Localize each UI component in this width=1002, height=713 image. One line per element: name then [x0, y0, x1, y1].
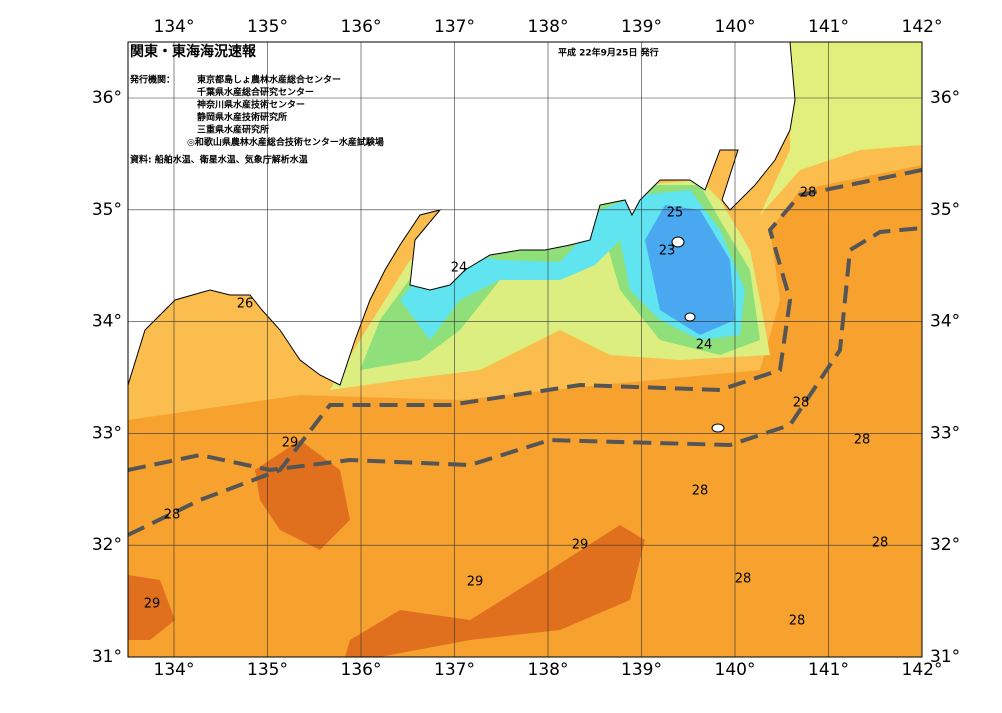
- lon-label: 142°: [902, 17, 943, 37]
- lat-label: 35°: [92, 200, 122, 220]
- hot-zone: [255, 440, 350, 550]
- contour-label: 24: [696, 338, 713, 353]
- contour-label: 24: [451, 261, 468, 276]
- source-note: 資料: 船舶水温、衛星水温、気象庁解析水温: [130, 154, 308, 166]
- cold-core: [645, 205, 735, 335]
- issue-date: 平成 22年9月25日 発行: [558, 47, 659, 59]
- graticule: [128, 42, 922, 657]
- island: [671, 236, 685, 248]
- title: 関東・東海海況速報: [130, 43, 257, 60]
- lon-label: 142°: [902, 660, 943, 680]
- contour-label: 28: [793, 396, 810, 411]
- lat-label: 33°: [930, 423, 960, 443]
- hot-zone: [128, 575, 175, 640]
- lat-label: 36°: [92, 88, 122, 108]
- contour-label: 25: [667, 206, 684, 221]
- lon-label: 135°: [247, 660, 288, 680]
- lon-label: 141°: [808, 660, 849, 680]
- island: [684, 312, 696, 322]
- publisher-label: 発行機関：: [129, 74, 175, 86]
- agency-list: 東京都島しょ農林水産総合センター千葉県水産総合研究センター神奈川県水産技術センタ…: [187, 74, 384, 149]
- agency: 神奈川県水産技術センター: [197, 99, 305, 111]
- contour-label: 28: [854, 433, 871, 448]
- lat-label: 31°: [92, 647, 122, 667]
- lon-label: 137°: [434, 660, 475, 680]
- lat-label: 36°: [930, 88, 960, 108]
- agency: ◎和歌山県農林水産総合技術センター水産試験場: [187, 136, 384, 148]
- lon-label: 139°: [621, 660, 662, 680]
- agency: 千葉県水産総合研究センター: [197, 86, 314, 98]
- contour-label: 28: [692, 484, 709, 499]
- cool-zone: [760, 42, 922, 215]
- lon-label: 135°: [247, 17, 288, 37]
- contour-label: 29: [467, 575, 484, 590]
- hot-zone: [345, 525, 645, 657]
- lon-label: 138°: [528, 17, 569, 37]
- contour-label: 28: [872, 536, 889, 551]
- contour-label: 23: [659, 244, 676, 259]
- map-body: [128, 42, 922, 657]
- lat-label: 33°: [92, 423, 122, 443]
- lat-label: 31°: [930, 647, 960, 667]
- lon-label: 134°: [154, 660, 195, 680]
- lon-label: 138°: [528, 660, 569, 680]
- lat-label: 32°: [92, 535, 122, 555]
- lat-label: 34°: [92, 312, 122, 332]
- lat-label: 35°: [930, 200, 960, 220]
- lat-label: 34°: [930, 312, 960, 332]
- agency: 静岡県水産技術研究所: [197, 111, 287, 123]
- frame: [127, 41, 923, 658]
- contour-label: 28: [735, 572, 752, 587]
- island: [711, 423, 725, 433]
- lon-label: 140°: [715, 660, 756, 680]
- agency: 東京都島しょ農林水産総合センター: [197, 74, 341, 86]
- lon-label: 141°: [808, 17, 849, 37]
- contour-label: 26: [237, 297, 254, 312]
- contour-label: 29: [282, 436, 299, 451]
- contour-label: 28: [164, 508, 181, 523]
- current-axis: [128, 168, 922, 537]
- lon-label: 140°: [715, 17, 756, 37]
- lon-label: 136°: [341, 17, 382, 37]
- lon-label: 134°: [154, 17, 195, 37]
- agency: 三重県水産研究所: [197, 124, 269, 136]
- lat-label: 32°: [930, 535, 960, 555]
- contour-label: 29: [144, 597, 161, 612]
- current-axis: [128, 226, 922, 473]
- lon-label: 139°: [621, 17, 662, 37]
- land: [128, 42, 796, 386]
- contour-label: 28: [800, 186, 817, 201]
- contour-label: 28: [789, 614, 806, 629]
- lon-label: 137°: [434, 17, 475, 37]
- lon-label: 136°: [341, 660, 382, 680]
- contour-label: 29: [572, 538, 589, 553]
